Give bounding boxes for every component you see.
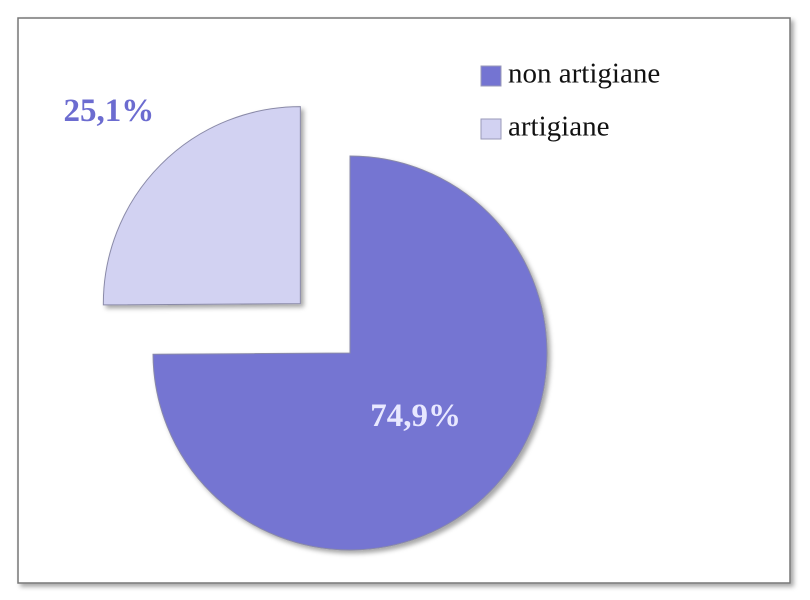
pie-slice xyxy=(152,155,548,551)
data-label: 74,9% xyxy=(370,398,461,434)
legend-swatch xyxy=(480,118,502,140)
pie-slice xyxy=(102,106,301,306)
data-label: 25,1% xyxy=(64,93,155,129)
legend-label: artigiane xyxy=(508,111,609,143)
legend-label: non artigiane xyxy=(508,58,660,90)
legend-swatch xyxy=(480,65,502,87)
